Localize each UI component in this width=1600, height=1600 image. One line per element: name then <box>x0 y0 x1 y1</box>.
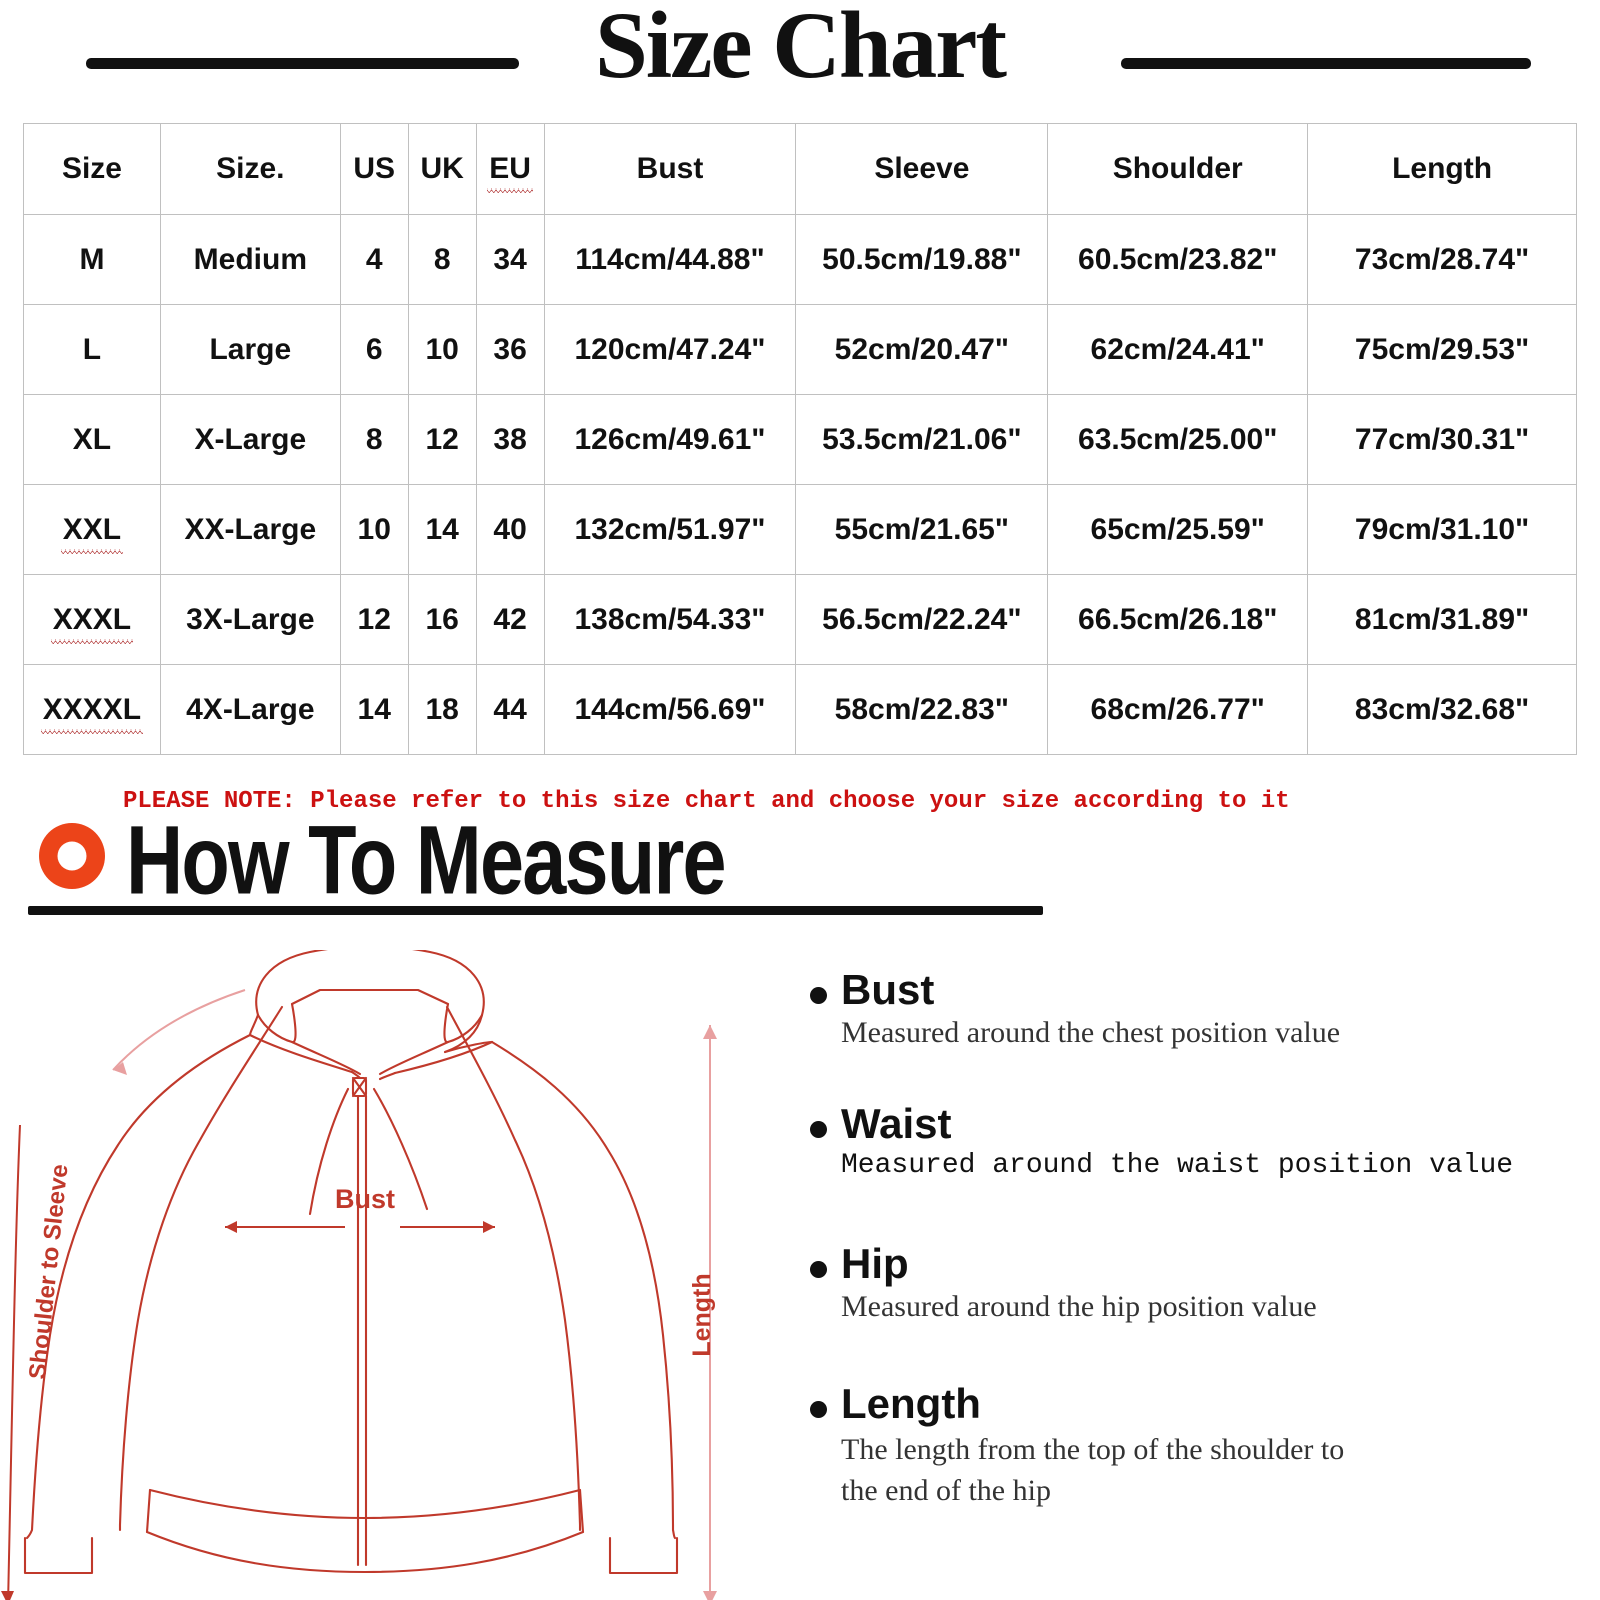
svg-text:Bust: Bust <box>335 1184 395 1214</box>
svg-text:Length: Length <box>688 1273 716 1356</box>
svg-text:Shoulder to Sleeve: Shoulder to Sleeve <box>24 1163 73 1381</box>
